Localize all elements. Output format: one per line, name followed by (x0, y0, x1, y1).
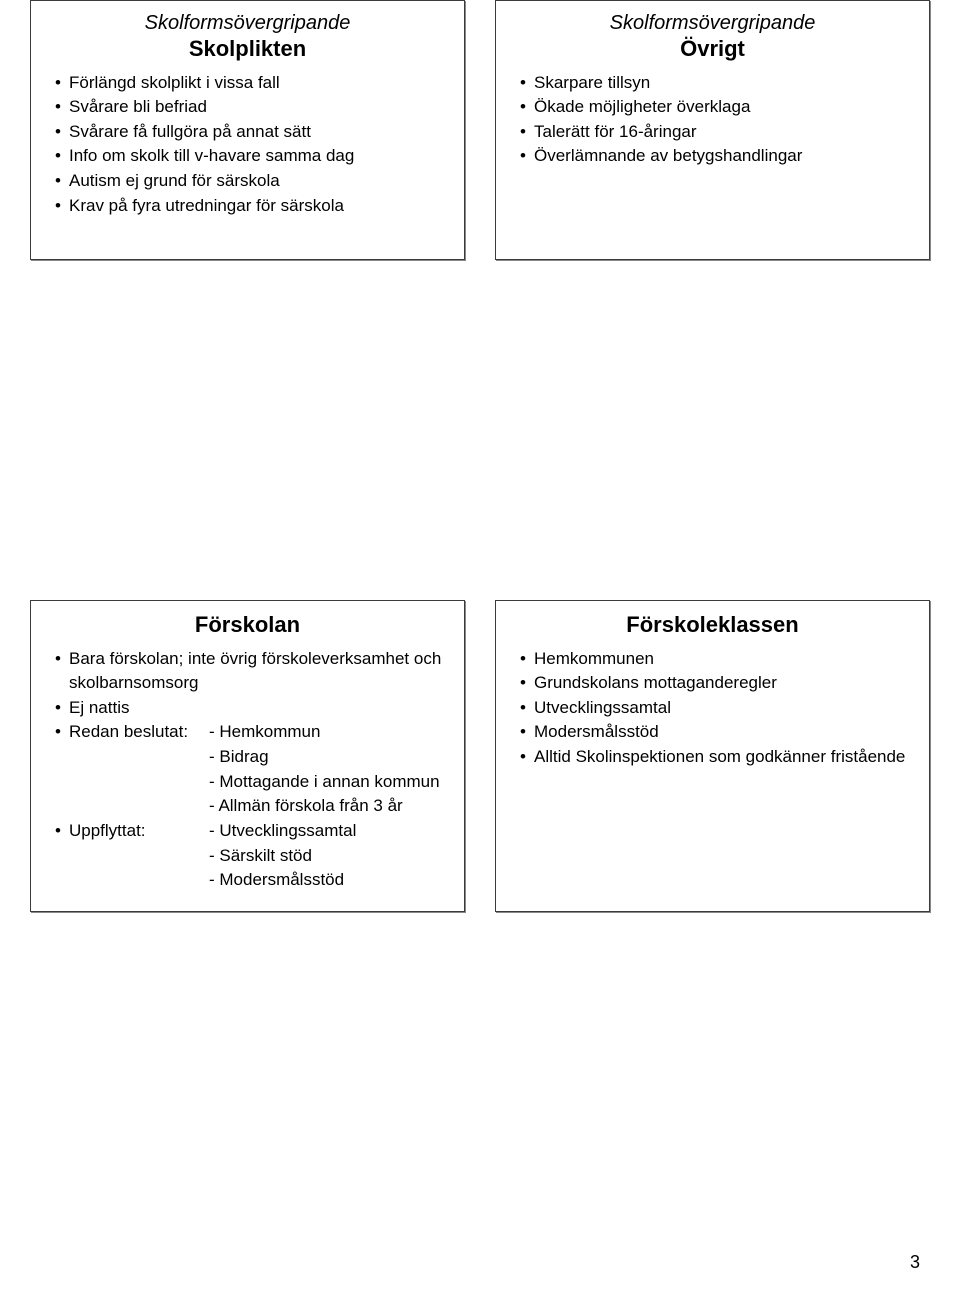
nested-list: - Utvecklingssamtal - Särskilt stöd - Mo… (209, 819, 446, 893)
list-item: Talerätt för 16-åringar (520, 120, 911, 145)
bullet-list: Förlängd skolplikt i vissa fall Svårare … (49, 71, 446, 219)
list-item: Info om skolk till v-havare samma dag (55, 144, 446, 169)
list-item-kv: Uppflyttat: - Utvecklingssamtal - Särski… (55, 819, 446, 893)
list-item: Skarpare tillsyn (520, 71, 911, 96)
card-header: Skolformsövergripande Övrigt (514, 11, 911, 63)
list-item: Utvecklingssamtal (520, 696, 911, 721)
kv-row: Uppflyttat: - Utvecklingssamtal - Särski… (69, 819, 446, 893)
nested-item: - Mottagande i annan kommun (209, 770, 446, 795)
list-item: Överlämnande av betygshandlingar (520, 144, 911, 169)
card-title: Förskoleklassen (514, 611, 911, 639)
nested-item: - Bidrag (209, 745, 446, 770)
row-bottom: Förskolan Bara förskolan; inte övrig för… (30, 600, 930, 912)
list-item: Bara förskolan; inte övrig förskoleverks… (55, 647, 446, 696)
kv-values: - Utvecklingssamtal - Särskilt stöd - Mo… (209, 819, 446, 893)
nested-item: - Hemkommun (209, 720, 446, 745)
bullet-list: Skarpare tillsyn Ökade möjligheter överk… (514, 71, 911, 170)
list-item: Autism ej grund för särskola (55, 169, 446, 194)
nested-item: - Modersmålsstöd (209, 868, 446, 893)
bullet-list: Hemkommunen Grundskolans mottaganderegle… (514, 647, 911, 770)
kv-key: Uppflyttat: (69, 819, 209, 893)
card-skolplikten: Skolformsövergripande Skolplikten Förlän… (30, 0, 465, 260)
row-top: Skolformsövergripande Skolplikten Förlän… (30, 0, 930, 260)
card-overline: Skolformsövergripande (49, 11, 446, 35)
list-item: Svårare få fullgöra på annat sätt (55, 120, 446, 145)
list-item: Modersmålsstöd (520, 720, 911, 745)
nested-item: - Särskilt stöd (209, 844, 446, 869)
card-overline: Skolformsövergripande (514, 11, 911, 35)
card-forskoleklassen: Förskoleklassen Hemkommunen Grundskolans… (495, 600, 930, 912)
card-ovrigt: Skolformsövergripande Övrigt Skarpare ti… (495, 0, 930, 260)
kv-values: - Hemkommun - Bidrag - Mottagande i anna… (209, 720, 446, 819)
nested-item: - Allmän förskola från 3 år (209, 794, 446, 819)
list-item: Svårare bli befriad (55, 95, 446, 120)
list-item: Hemkommunen (520, 647, 911, 672)
card-title: Övrigt (514, 35, 911, 63)
list-item: Förlängd skolplikt i vissa fall (55, 71, 446, 96)
nested-list: - Hemkommun - Bidrag - Mottagande i anna… (209, 720, 446, 819)
card-title: Förskolan (49, 611, 446, 639)
list-item: Ökade möjligheter överklaga (520, 95, 911, 120)
list-item: Krav på fyra utredningar för särskola (55, 194, 446, 219)
list-item: Grundskolans mottaganderegler (520, 671, 911, 696)
nested-item: - Utvecklingssamtal (209, 819, 446, 844)
card-header: Skolformsövergripande Skolplikten (49, 11, 446, 63)
card-header: Förskoleklassen (514, 611, 911, 639)
card-title: Skolplikten (49, 35, 446, 63)
list-item: Alltid Skolinspektionen som godkänner fr… (520, 745, 911, 770)
list-item-kv: Redan beslutat: - Hemkommun - Bidrag - M… (55, 720, 446, 819)
page: Skolformsövergripande Skolplikten Förlän… (0, 0, 960, 1303)
kv-key: Redan beslutat: (69, 720, 209, 819)
page-number: 3 (30, 1252, 930, 1273)
card-header: Förskolan (49, 611, 446, 639)
bullet-list: Bara förskolan; inte övrig förskoleverks… (49, 647, 446, 893)
card-forskolan: Förskolan Bara förskolan; inte övrig för… (30, 600, 465, 912)
list-item: Ej nattis (55, 696, 446, 721)
kv-row: Redan beslutat: - Hemkommun - Bidrag - M… (69, 720, 446, 819)
